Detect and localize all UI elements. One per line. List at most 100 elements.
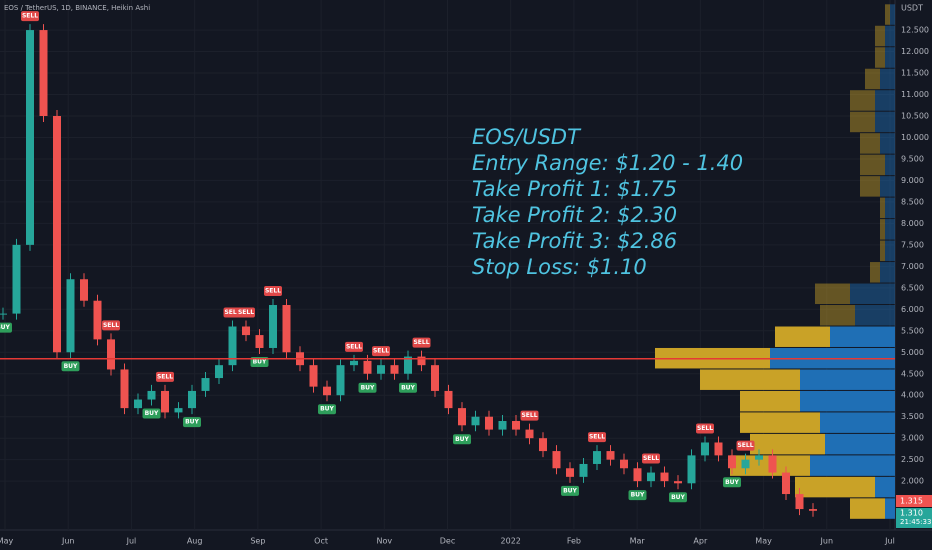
candle xyxy=(215,365,223,379)
signal-badge xyxy=(372,346,390,357)
signal-label: BUY xyxy=(671,494,685,501)
y-tick-label: 12.500 xyxy=(901,26,929,35)
profile-up xyxy=(885,25,895,47)
candle xyxy=(147,390,156,400)
candle xyxy=(0,313,7,315)
candle xyxy=(12,244,21,314)
candle xyxy=(525,429,534,439)
signal-badge xyxy=(102,320,120,331)
signal-badge xyxy=(628,490,647,501)
x-tick-label: Jun xyxy=(61,537,75,546)
signal-badge xyxy=(588,432,606,443)
profile-down xyxy=(885,4,890,25)
signal-badge xyxy=(399,382,417,393)
x-tick-label: Jun xyxy=(820,537,834,546)
profile-up xyxy=(850,283,895,305)
profile-down xyxy=(815,283,850,305)
profile-down xyxy=(740,390,800,412)
signal-badge xyxy=(723,477,741,488)
candle xyxy=(201,378,210,391)
candle xyxy=(552,451,561,469)
candle xyxy=(728,455,736,469)
profile-up xyxy=(825,433,895,455)
current-price-tag xyxy=(896,508,932,528)
candle xyxy=(498,421,507,430)
y-tick-label: 4.500 xyxy=(901,369,924,378)
x-tick-label: Nov xyxy=(376,537,392,546)
y-tick-label: 6.500 xyxy=(901,283,924,292)
signal-label: SELL xyxy=(265,288,281,295)
signal-badge xyxy=(669,492,687,503)
signal-badge xyxy=(183,417,201,428)
x-tick-label: 2022 xyxy=(501,537,521,546)
profile-down xyxy=(750,433,825,455)
y-tick-label: 11.000 xyxy=(901,90,929,99)
x-tick-label: Sep xyxy=(250,537,265,546)
x-tick-label: Aug xyxy=(187,537,203,546)
y-tick-label: 5.000 xyxy=(901,348,924,357)
candle xyxy=(174,408,183,413)
candle xyxy=(26,30,34,245)
profile-down xyxy=(775,326,830,347)
signal-label: SELL xyxy=(157,373,173,380)
candle xyxy=(107,339,115,370)
candle xyxy=(458,408,466,426)
candle xyxy=(80,279,88,301)
signal-badge xyxy=(736,440,755,451)
candle xyxy=(39,30,48,116)
signal-badge xyxy=(453,434,471,445)
annotation-line: Take Profit 3: $2.86 xyxy=(472,229,677,253)
signal-badge xyxy=(642,453,660,464)
candle xyxy=(701,442,709,456)
signal-label: BUY xyxy=(253,358,267,365)
candle xyxy=(741,459,750,469)
candle xyxy=(66,279,75,353)
profile-down xyxy=(875,47,885,68)
profile-up xyxy=(890,4,895,25)
y-tick-label: 8.500 xyxy=(901,197,924,206)
signal-label: BUY xyxy=(320,406,334,413)
profile-up xyxy=(875,476,895,498)
signal-label: SELL xyxy=(643,455,659,462)
profile-up xyxy=(810,455,895,476)
candle xyxy=(606,451,615,460)
y-tick-label: 12.000 xyxy=(901,47,929,56)
candle xyxy=(431,365,439,391)
signal-badge xyxy=(412,337,431,348)
candle xyxy=(714,442,723,456)
profile-up xyxy=(885,498,895,519)
candle xyxy=(404,356,412,374)
x-tick-label: Oct xyxy=(314,537,328,546)
candle xyxy=(134,399,142,409)
candle xyxy=(674,481,682,484)
profile-down xyxy=(865,68,880,90)
y-tick-label: 2.500 xyxy=(901,455,924,464)
x-tick-label: Dec xyxy=(440,537,455,546)
candle xyxy=(485,416,493,430)
profile-up xyxy=(830,326,895,347)
signal-badge xyxy=(520,410,539,421)
y-tick-label: 2.000 xyxy=(901,477,924,486)
candle xyxy=(512,421,520,430)
signal-label: SELL xyxy=(373,348,389,355)
profile-up xyxy=(880,262,895,283)
y-tick-label: 10.000 xyxy=(901,133,929,142)
x-tick-label: Feb xyxy=(567,537,581,546)
annotation-line: EOS/USDT xyxy=(472,125,582,149)
signal-badge xyxy=(0,322,12,333)
signal-label: BUY xyxy=(455,436,469,443)
y-tick-label: 8.000 xyxy=(901,219,924,228)
candle xyxy=(350,360,358,366)
candle xyxy=(188,390,196,409)
signal-label: BUY xyxy=(725,479,739,486)
signal-label: BUY xyxy=(361,384,375,391)
candle xyxy=(377,365,385,374)
y-tick-label: 3.000 xyxy=(901,434,924,443)
profile-down xyxy=(880,219,885,240)
signal-badge xyxy=(250,356,269,367)
candle xyxy=(768,455,777,473)
profile-down xyxy=(880,197,885,219)
candle xyxy=(390,365,399,374)
candle xyxy=(539,438,547,452)
signal-badge xyxy=(21,11,39,22)
